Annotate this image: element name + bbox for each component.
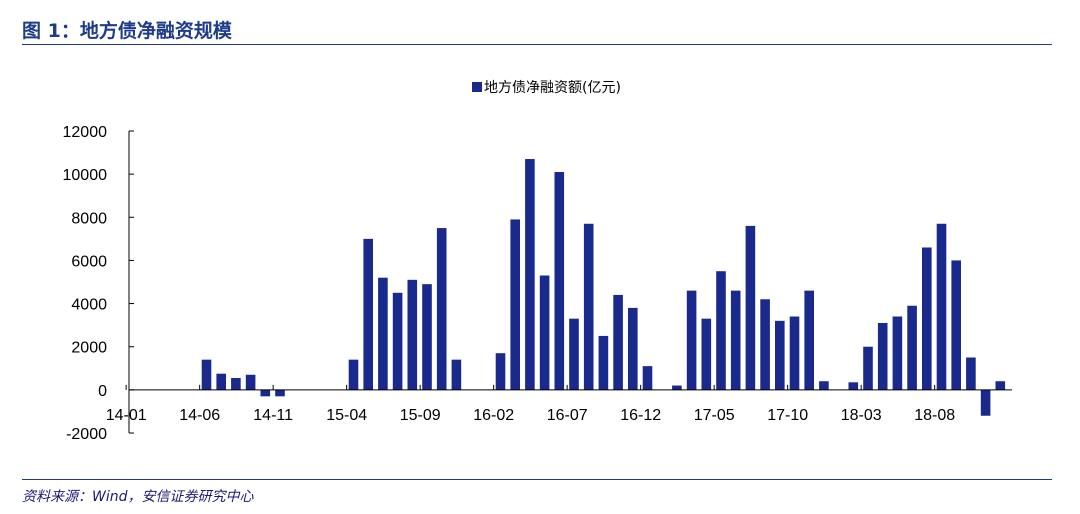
x-tick-label: 16-07 bbox=[547, 407, 588, 424]
x-tick-label: 17-10 bbox=[767, 407, 808, 424]
bar-17-05 bbox=[716, 271, 726, 390]
bar-17-08 bbox=[760, 299, 770, 390]
bar-16-04 bbox=[525, 159, 535, 390]
bar-17-04 bbox=[701, 318, 712, 390]
bar-16-07 bbox=[569, 318, 579, 390]
bar-15-04 bbox=[348, 359, 359, 390]
bar-15-05 bbox=[363, 238, 373, 390]
bar-14-10 bbox=[260, 389, 271, 397]
x-tick-label: 18-03 bbox=[841, 407, 882, 424]
bar-18-11 bbox=[980, 389, 991, 416]
bar-18-06 bbox=[907, 305, 917, 390]
bar-16-03 bbox=[510, 219, 520, 390]
x-tick-label: 18-08 bbox=[914, 407, 955, 424]
chart-legend: 地方债净融资额(亿元) bbox=[472, 80, 621, 96]
y-tick-label: 0 bbox=[98, 383, 107, 400]
header-rule bbox=[22, 44, 1052, 45]
bar-15-07 bbox=[392, 292, 403, 390]
y-tick-label: 4000 bbox=[71, 297, 107, 314]
bar-18-10 bbox=[966, 357, 976, 390]
source-note: 资料来源：Wind，安信证券研究中心 bbox=[22, 489, 254, 505]
legend-swatch bbox=[472, 82, 482, 92]
y-tick-label: 12000 bbox=[63, 124, 108, 141]
y-tick-label: 10000 bbox=[63, 167, 108, 184]
x-tick-label: 15-04 bbox=[326, 407, 367, 424]
bar-14-11 bbox=[275, 389, 285, 397]
bar-16-09 bbox=[598, 335, 609, 390]
bar-16-05 bbox=[539, 275, 550, 390]
bar-14-07 bbox=[216, 373, 226, 390]
bar-15-11 bbox=[451, 359, 462, 390]
y-tick-label: -2000 bbox=[66, 426, 107, 443]
x-tick-label: 15-09 bbox=[400, 407, 441, 424]
y-tick-label: 6000 bbox=[71, 253, 107, 270]
bar-18-03 bbox=[863, 346, 873, 390]
bar-18-05 bbox=[892, 316, 903, 390]
legend-label: 地方债净融资额(亿元) bbox=[484, 80, 621, 96]
y-tick-label: 8000 bbox=[71, 210, 107, 227]
bar-15-10 bbox=[436, 228, 447, 390]
bar-17-07 bbox=[745, 225, 756, 390]
bar-16-06 bbox=[554, 171, 565, 390]
bar-17-03 bbox=[686, 290, 697, 390]
x-tick-label: 14-01 bbox=[106, 407, 147, 424]
bar-18-04 bbox=[877, 322, 888, 390]
bar-16-10 bbox=[613, 294, 623, 390]
bar-16-12 bbox=[642, 366, 653, 390]
y-tick-label: 2000 bbox=[71, 340, 107, 357]
bar-16-08 bbox=[583, 223, 594, 390]
bar-17-12 bbox=[819, 381, 829, 390]
figure-header: 图 1：地方债净融资规模 bbox=[0, 0, 1080, 48]
bar-18-12 bbox=[995, 381, 1006, 390]
bar-18-08 bbox=[936, 223, 947, 390]
bar-18-09 bbox=[951, 260, 961, 390]
x-tick-label: 14-06 bbox=[179, 407, 220, 424]
bar-15-09 bbox=[422, 284, 432, 390]
bar-17-09 bbox=[775, 320, 785, 390]
bar-15-08 bbox=[407, 279, 418, 390]
x-tick-label: 17-05 bbox=[694, 407, 735, 424]
bar-18-07 bbox=[922, 247, 932, 390]
bar-17-06 bbox=[730, 290, 741, 390]
bar-15-06 bbox=[378, 277, 388, 390]
bar-17-11 bbox=[804, 290, 814, 390]
bar-17-02 bbox=[672, 385, 682, 390]
x-tick-label: 16-02 bbox=[473, 407, 514, 424]
bar-18-02 bbox=[848, 382, 859, 390]
bar-14-09 bbox=[245, 374, 256, 390]
bar-16-02 bbox=[495, 353, 506, 390]
figure-title: 图 1：地方债净融资规模 bbox=[22, 20, 232, 42]
bar-17-10 bbox=[789, 316, 800, 390]
bar-16-11 bbox=[628, 307, 638, 390]
x-tick-label: 14-11 bbox=[253, 407, 293, 424]
x-tick-label: 16-12 bbox=[620, 407, 661, 424]
footer-rule bbox=[22, 479, 1052, 480]
bar-14-08 bbox=[231, 377, 241, 390]
bar-14-06 bbox=[201, 359, 212, 390]
